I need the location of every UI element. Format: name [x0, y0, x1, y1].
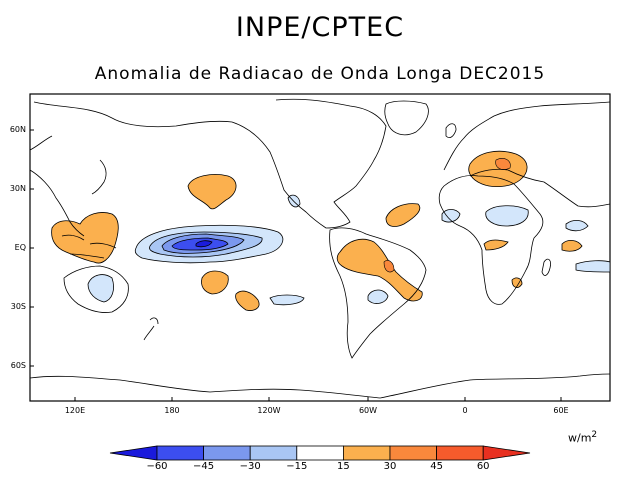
colorbar-label-7: 45 — [430, 461, 443, 472]
strong-positive-anomalies — [383, 158, 511, 273]
colorbar-label-6: 30 — [383, 461, 397, 472]
colorbar — [109, 445, 531, 461]
colorbar-box-4 — [296, 445, 344, 461]
anomaly-atlantic — [385, 203, 421, 227]
map-frame — [29, 93, 611, 402]
colorbar-box-7 — [436, 445, 484, 461]
anomaly-east-africa — [485, 205, 529, 227]
colorbar-label-5: 15 — [337, 461, 350, 472]
coastlines — [29, 98, 611, 399]
lon-label-60w: 60W — [358, 406, 378, 415]
lat-label-60s: 60S — [10, 361, 26, 370]
anomaly-west-africa — [441, 209, 461, 223]
colorbar-box-6 — [389, 445, 437, 461]
lon-label-60e: 60E — [553, 406, 569, 415]
lat-label-60n: 60N — [9, 125, 26, 134]
anomaly-paraguay — [367, 289, 389, 304]
colorbar-box-5 — [342, 445, 391, 461]
coast-eurasia — [443, 101, 611, 208]
coast-indonesia — [61, 234, 117, 259]
anomaly-brazil-core — [383, 260, 395, 273]
lon-label-0: 0 — [462, 406, 468, 415]
map-title: INPE/CPTEC — [235, 12, 405, 43]
lat-label-eq: EQ — [14, 243, 26, 252]
colorbar-under-arrow — [109, 445, 158, 461]
anomaly-australia — [87, 274, 114, 303]
anomaly-sahara-core — [495, 158, 511, 170]
coast-uk — [445, 123, 457, 138]
colorbar-box-1 — [156, 445, 204, 461]
positive-anomalies — [51, 150, 583, 311]
anomaly-central-africa — [483, 239, 509, 251]
anomaly-arabian-sea — [565, 220, 589, 232]
coast-antarctica — [29, 373, 611, 399]
units-label: w/m2 — [568, 430, 598, 445]
anomaly-south-pacific — [201, 270, 229, 295]
lat-label-30n: 30N — [9, 184, 26, 193]
anomaly-maritime-continent — [51, 212, 119, 264]
anomaly-south-central-pacific — [269, 294, 305, 306]
axis-ticks — [30, 129, 562, 401]
coast-africa — [438, 175, 544, 305]
anomaly-indian-ocean — [561, 240, 583, 252]
colorbar-label-1: −60 — [146, 461, 168, 472]
lon-label-180: 180 — [164, 406, 180, 415]
colorbar-label-3: −30 — [239, 461, 261, 472]
anomaly-southeast-pacific — [235, 290, 260, 311]
coast-east-asia — [29, 135, 85, 237]
colorbar-over-arrow — [482, 445, 531, 461]
coast-north-america — [33, 98, 387, 229]
colorbar-box-3 — [249, 445, 298, 461]
coast-south-america — [329, 227, 427, 359]
lon-label-120w: 120W — [257, 406, 281, 415]
lat-label-30s: 30S — [10, 302, 26, 311]
colorbar-label-2: −45 — [193, 461, 215, 472]
coast-australia — [63, 265, 129, 313]
colorbar-label-4: −15 — [286, 461, 308, 472]
coast-new-zealand — [143, 317, 159, 341]
colorbar-label-8: 60 — [476, 461, 490, 472]
colorbar-box-2 — [203, 445, 251, 461]
lon-label-120e: 120E — [64, 406, 86, 415]
anomaly-south-america — [336, 238, 423, 302]
anomaly-southern-africa — [511, 277, 523, 288]
negative-anomalies — [87, 194, 611, 306]
anomaly-north-pacific — [187, 174, 237, 210]
coast-madagascar — [541, 258, 551, 276]
map-subtitle: Anomalia de Radiacao de Onda Longa DEC20… — [94, 64, 546, 84]
anomaly-south-indian-ocean — [575, 260, 611, 273]
coast-greenland — [384, 100, 429, 136]
coast-japan — [91, 159, 107, 195]
anomaly-central-pacific-peak — [195, 240, 213, 248]
